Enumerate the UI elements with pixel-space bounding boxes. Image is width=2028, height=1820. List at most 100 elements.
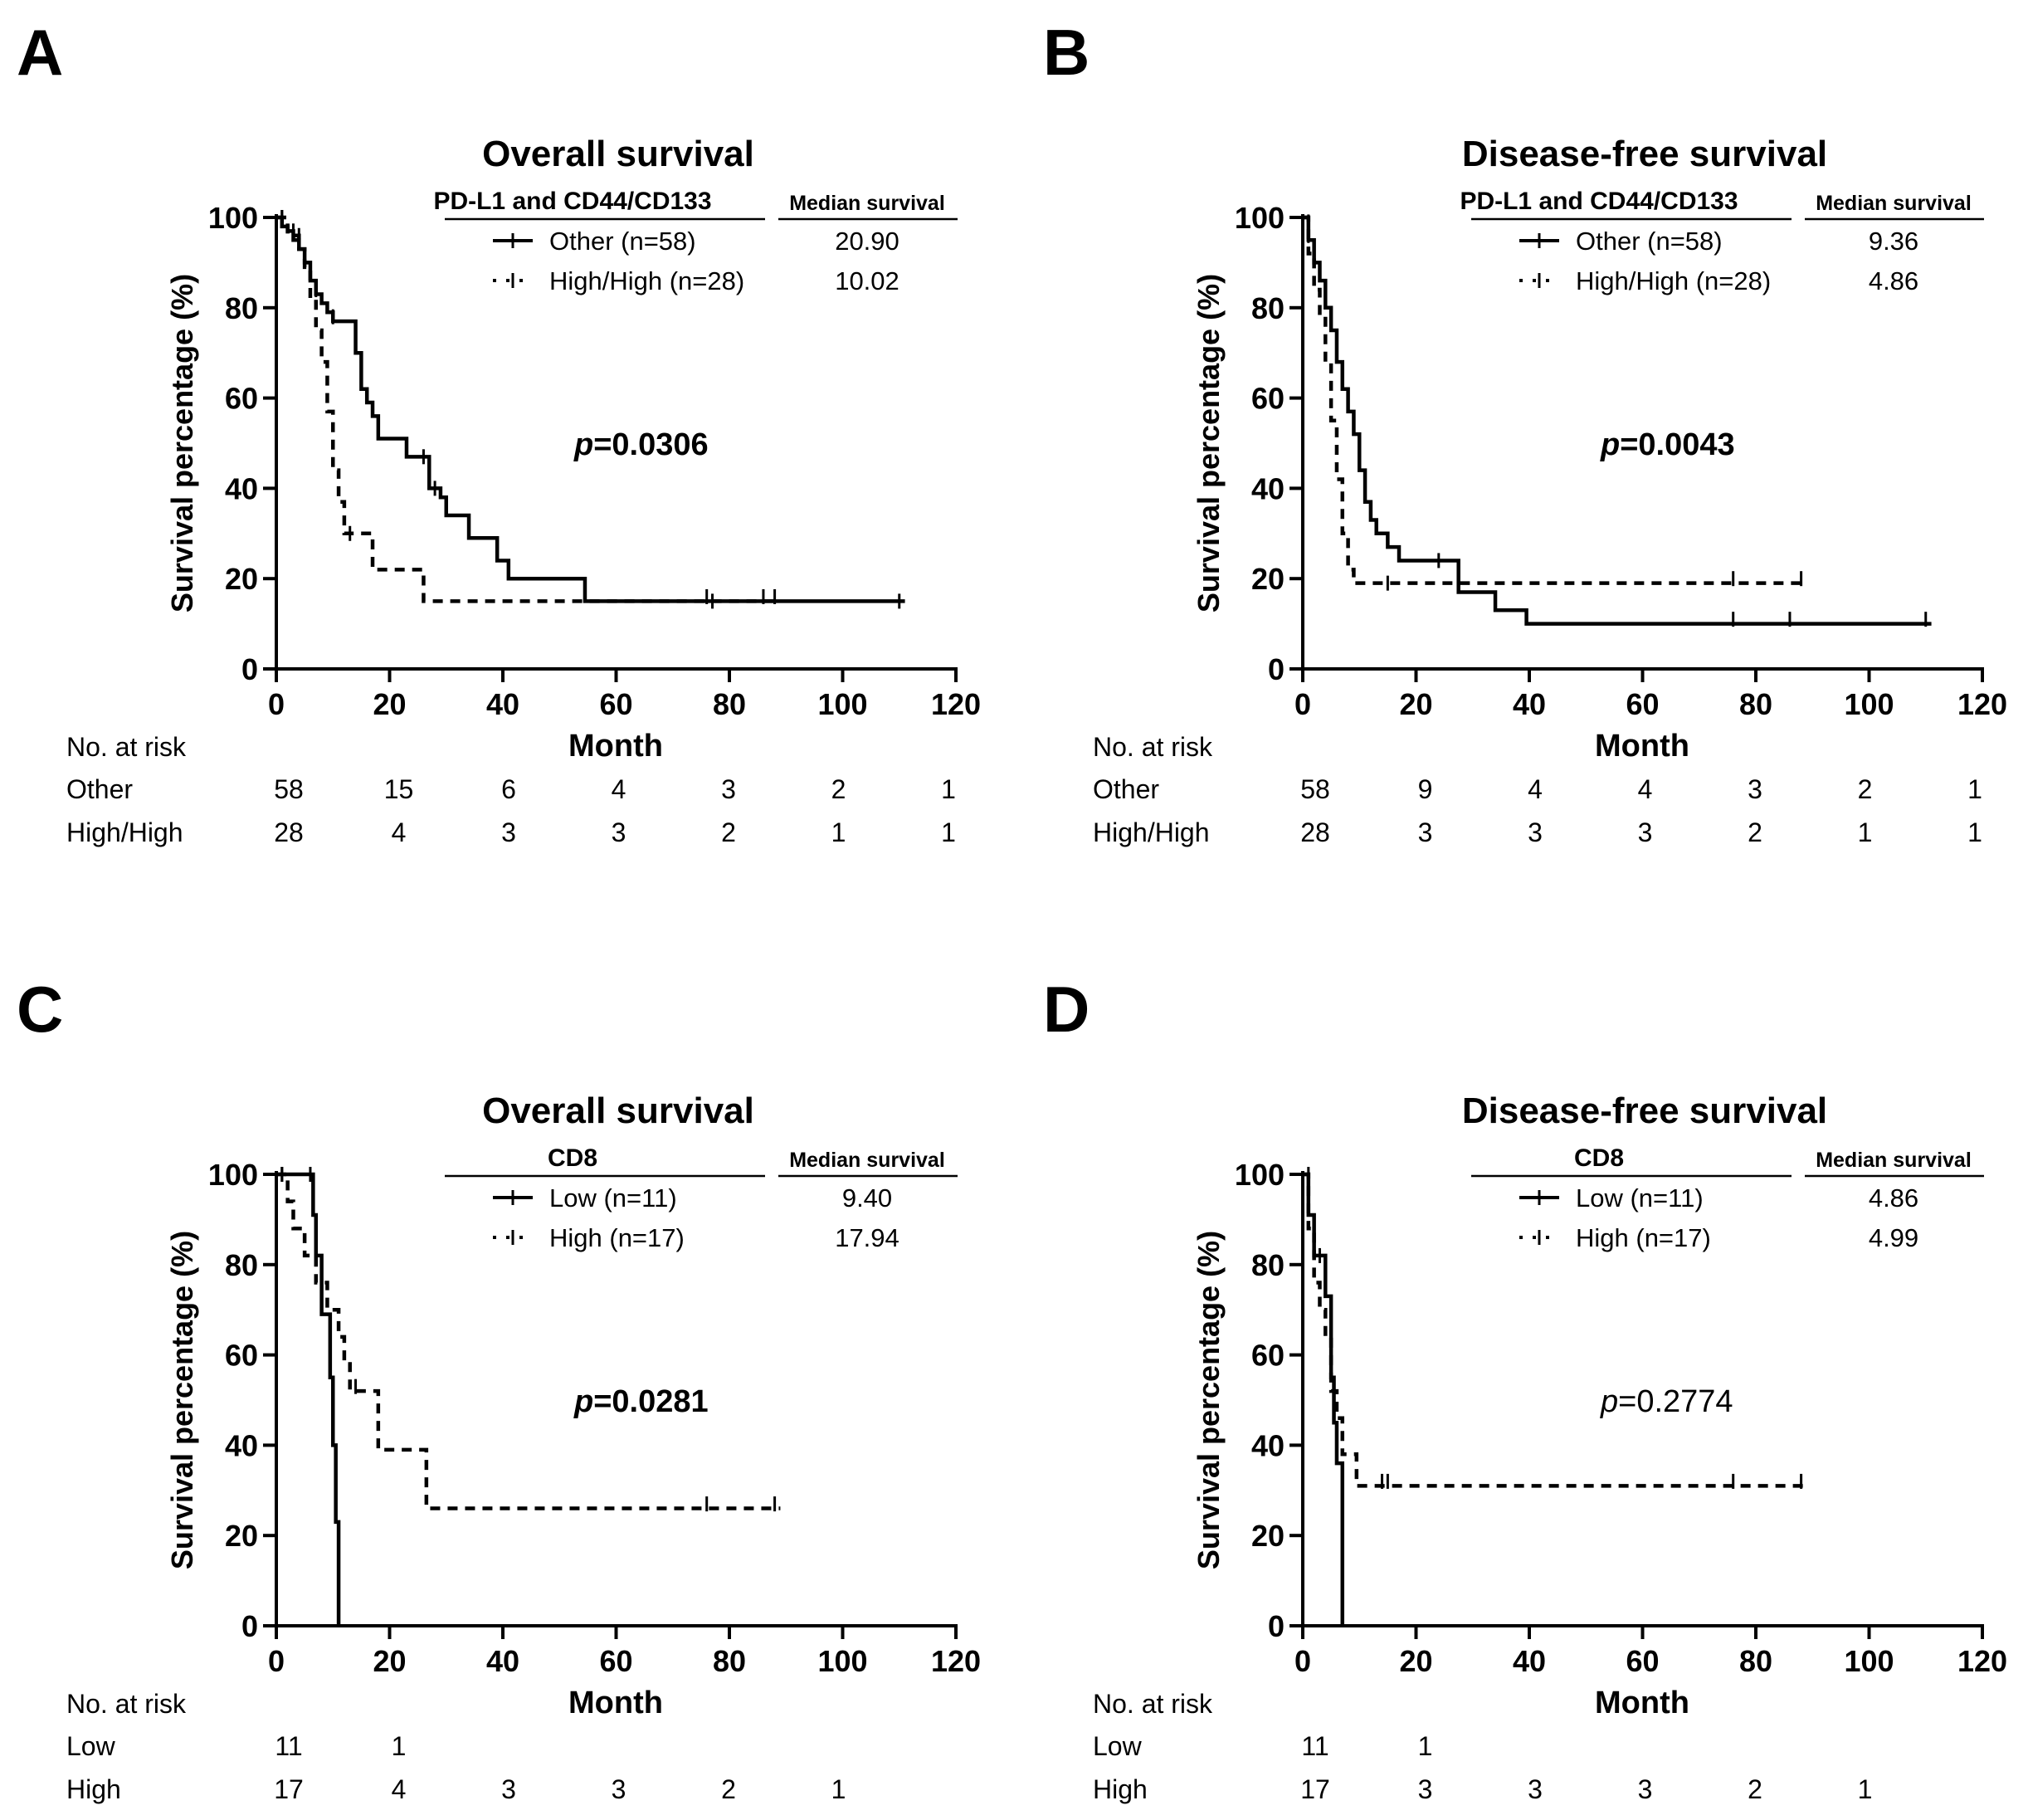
risk-value-Other: 4 [1638,774,1653,804]
risk-value-High: 4 [392,1774,407,1804]
risk-value-High/High: 1 [831,817,846,847]
median-value-Low: 4.86 [1869,1183,1918,1213]
risk-value-High: 1 [1858,1774,1873,1804]
median-value-High: 17.94 [835,1223,899,1252]
risk-value-High/High: 2 [1748,817,1762,847]
x-tick-label: 60 [599,687,632,721]
y-tick-label: 100 [1235,201,1285,235]
p-value: p=0.2774 [1600,1384,1733,1419]
y-axis-label: Survival percentage (%) [1192,1231,1226,1569]
y-tick-label: 80 [1251,291,1285,325]
risk-value-High/High: 3 [1418,817,1433,847]
p-value-number: =0.0306 [593,427,708,462]
risk-header: No. at risk [1093,732,1213,762]
risk-value-High: 17 [274,1774,304,1804]
x-tick-label: 100 [817,1644,867,1678]
y-tick-label: 40 [1251,1428,1285,1462]
risk-value-Other: 58 [1300,774,1330,804]
panel-C: C Overall survival 0 20 40 60 80 100 0 20 40 60 80 10… [17,973,981,1804]
risk-value-Other: 3 [721,774,736,804]
risk-value-High/High: 3 [612,817,626,847]
legend-header: CD8 [1574,1144,1624,1172]
risk-value-Other: 4 [1528,774,1543,804]
legend-label-Other: Other (n=58) [1576,227,1723,256]
median-value-High/High: 10.02 [835,266,899,295]
legend-label-High: High (n=17) [549,1223,685,1252]
x-tick-label: 120 [931,1644,981,1678]
risk-value-High/High: 28 [1300,817,1330,847]
legend-label-High/High: High/High (n=28) [549,266,744,295]
p-value-prefix: p [1600,1384,1618,1419]
legend-header: PD-L1 and CD44/CD133 [1460,188,1738,215]
legend-label-Low: Low (n=11) [1576,1183,1704,1213]
risk-value-High/High: 1 [941,817,956,847]
risk-value-High/High: 4 [392,817,407,847]
risk-value-High: 3 [501,1774,516,1804]
x-tick-label: 0 [268,687,285,721]
p-value: p=0.0306 [573,427,709,462]
legend-label-Low: Low (n=11) [549,1183,677,1213]
risk-value-Other: 2 [831,774,846,804]
risk-row-label-High/High: High/High [1093,817,1210,847]
risk-value-Other: 2 [1858,774,1873,804]
x-tick-label: 80 [1739,687,1772,721]
curve-High/High [1303,215,1801,585]
x-tick-label: 80 [713,1644,746,1678]
risk-value-Other: 9 [1418,774,1433,804]
median-value-High: 4.99 [1869,1223,1918,1252]
y-tick-label: 60 [225,1339,258,1373]
risk-value-High: 3 [1418,1774,1433,1804]
risk-value-High: 17 [1300,1774,1330,1804]
risk-header: No. at risk [1093,1689,1213,1719]
p-value-prefix: p [573,1384,593,1419]
risk-row-label-Low: Low [1093,1731,1143,1761]
x-tick-label: 100 [817,687,867,721]
panel-letter: A [17,16,63,89]
x-tick-label: 80 [713,687,746,721]
risk-header: No. at risk [66,1689,187,1719]
risk-value-High/High: 3 [501,817,516,847]
x-tick-label: 120 [931,687,981,721]
y-axis-label: Survival percentage (%) [165,274,199,612]
median-header: Median survival [1816,192,1972,215]
x-tick-label: 40 [486,687,519,721]
chart-title: Disease-free survival [1462,1091,1827,1131]
risk-value-High/High: 3 [1638,817,1653,847]
x-axis-label: Month [1595,729,1689,764]
y-tick-label: 40 [225,1428,258,1462]
panel-A: A Overall survival 0 20 40 60 80 100 0 20 40 60 80 10… [17,16,981,847]
legend-header: PD-L1 and CD44/CD133 [433,188,711,215]
x-tick-label: 20 [1399,687,1432,721]
curve-High/High [276,215,775,603]
median-value-Other: 9.36 [1869,227,1918,256]
x-tick-label: 80 [1739,1644,1772,1678]
y-tick-label: 80 [225,1248,258,1282]
risk-row-label-High/High: High/High [66,817,183,847]
y-tick-label: 100 [1235,1158,1285,1192]
x-tick-label: 60 [1626,1644,1659,1678]
risk-value-High: 3 [612,1774,626,1804]
median-header: Median survival [789,1149,945,1172]
y-tick-label: 20 [1251,562,1285,596]
risk-value-Low: 11 [1301,1731,1328,1761]
x-tick-label: 0 [268,1644,285,1678]
panel-B: B Disease-free survival 0 20 40 60 80 100 0 20 40 6… [1043,16,2007,847]
curve-Low [276,1172,341,1626]
x-tick-label: 100 [1844,1644,1894,1678]
y-tick-label: 0 [241,652,258,686]
x-axis-label: Month [1595,1686,1689,1720]
y-tick-label: 40 [1251,471,1285,505]
risk-row-label-High: High [66,1774,121,1804]
risk-row-label-Low: Low [66,1731,116,1761]
risk-row-label-Other: Other [1093,774,1159,804]
x-axis-label: Month [568,729,663,764]
chart-title: Overall survival [482,1091,754,1131]
risk-value-High/High: 1 [1858,817,1873,847]
risk-value-High/High: 3 [1528,817,1543,847]
legend-label-High/High: High/High (n=28) [1576,266,1771,295]
x-tick-label: 100 [1844,687,1894,721]
y-tick-label: 0 [1268,1609,1285,1643]
x-tick-label: 20 [373,1644,406,1678]
curve-High [276,1172,781,1510]
x-tick-label: 120 [1957,687,2007,721]
